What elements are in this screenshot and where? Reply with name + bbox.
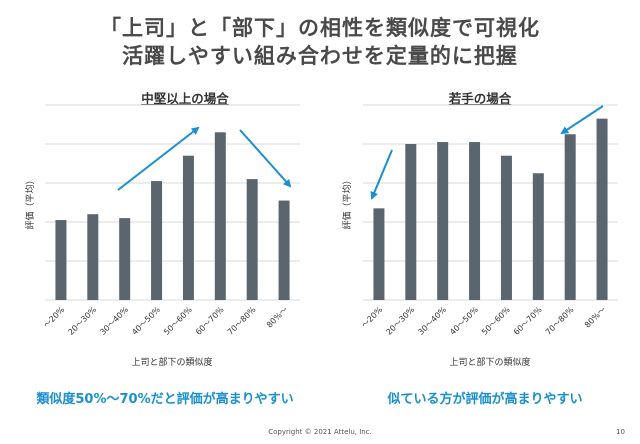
left-bar <box>55 220 67 300</box>
right-chart-caption: 似ている方が評価が高まりやすい <box>387 392 583 407</box>
right-x-tick-label: ～20% <box>360 305 385 330</box>
left-trend-arrow <box>117 126 200 191</box>
right-x-tick-label: 40～50% <box>448 305 480 337</box>
left-x-axis-label: 上司と部下の類似度 <box>131 356 212 368</box>
right-bar <box>373 208 385 300</box>
left-x-tick-label: 80%～ <box>265 305 290 330</box>
right-x-tick-label: 80%～ <box>583 305 608 330</box>
left-chart-caption: 類似度50%～70%だと評価が高まりやすい <box>36 392 294 407</box>
left-bar <box>119 218 131 300</box>
left-x-tick-label: 20～30% <box>66 305 98 337</box>
left-bar <box>182 155 194 300</box>
left-x-tick-label: 50～60% <box>162 305 194 337</box>
right-bar <box>564 134 576 300</box>
left-bar <box>246 179 258 300</box>
left-chart-title: 中堅以上の場合 <box>141 91 229 106</box>
right-trend-arrow <box>560 105 604 135</box>
left-trend-arrow <box>239 129 292 188</box>
left-x-tick-label: 70～80% <box>226 305 258 337</box>
right-trend-arrow <box>370 149 393 200</box>
slide-title-line2: 活躍しやすい組み合わせを定量的に把握 <box>122 44 518 68</box>
slide-title-line1: 「上司」と「部下」の相性を類似度で可視化 <box>100 16 540 40</box>
left-x-tick-label: 60～70% <box>194 305 226 337</box>
right-chart-title: 若手の場合 <box>448 91 512 106</box>
right-x-tick-label: 20～30% <box>384 305 416 337</box>
left-bar <box>151 181 163 300</box>
right-x-tick-label: 30～40% <box>416 305 448 337</box>
left-x-tick-label: ～20% <box>42 305 67 330</box>
right-bar <box>532 173 544 300</box>
right-y-axis-label: 評価（平均） <box>341 175 353 229</box>
right-bar <box>437 142 449 300</box>
right-bar <box>500 155 512 300</box>
left-bar <box>278 200 290 300</box>
left-x-tick-label: 30～40% <box>98 305 130 337</box>
left-y-axis-label: 評価（平均） <box>24 175 36 229</box>
left-bar <box>87 214 99 300</box>
right-x-axis-label: 上司と部下の類似度 <box>449 356 530 368</box>
right-x-tick-label: 60～70% <box>512 305 544 337</box>
left-bar <box>214 132 226 300</box>
right-bar <box>405 144 417 300</box>
right-bar <box>596 118 608 301</box>
copyright-footer: Copyright © 2021 Attelu, Inc. <box>268 428 372 436</box>
right-x-tick-label: 50～60% <box>480 305 512 337</box>
right-bar <box>469 142 481 300</box>
right-x-tick-label: 70～80% <box>544 305 576 337</box>
left-x-tick-label: 40～50% <box>130 305 162 337</box>
page-number: 10 <box>616 428 625 436</box>
